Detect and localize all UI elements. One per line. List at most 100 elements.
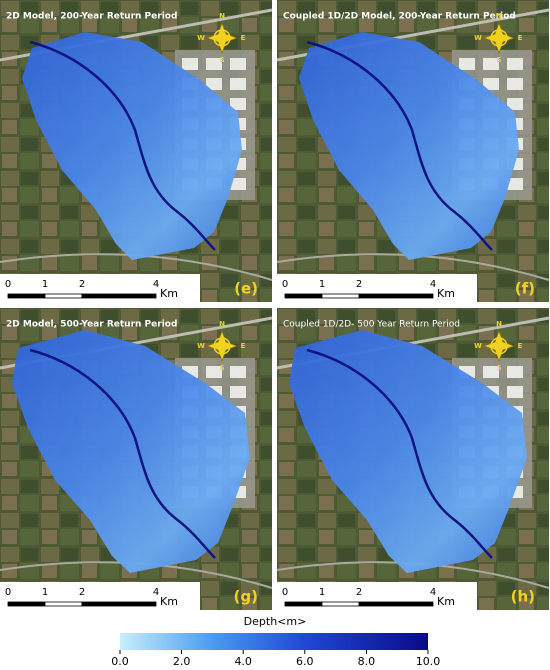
- compass-letter: N: [219, 12, 225, 20]
- flood-extent: [12, 330, 250, 573]
- scale-bar-unit: Km: [437, 287, 455, 300]
- map-panel: Coupled 1D/2D- 500 Year Return Period N E S…: [276, 308, 550, 610]
- scale-bar-label: 2: [79, 279, 85, 290]
- scale-bar-segment: [321, 601, 360, 607]
- panel-title: 2D Model, 500-Year Return Period: [6, 320, 177, 330]
- scale-bar-label: 4: [430, 279, 436, 290]
- panel-title: 2D Model, 200-Year Return Period: [6, 12, 177, 22]
- map-panel: Coupled 1D/2D Model, 200-Year Return Per…: [276, 0, 550, 302]
- scale-bar-label: 1: [42, 279, 48, 290]
- compass-ring: [213, 29, 231, 47]
- scale-bar-label: 0: [282, 587, 288, 598]
- colorbar-tick-label: 0.0: [111, 655, 129, 668]
- compass-letter: N: [219, 320, 225, 328]
- building: [206, 366, 222, 378]
- scale-bar-segment: [284, 601, 323, 607]
- scale-bar-segment: [358, 293, 434, 299]
- colorbar-tick-label: 8.0: [358, 655, 376, 668]
- compass-ring: [490, 29, 508, 47]
- scale-bar-label: 2: [356, 587, 362, 598]
- scale-bar-label: 2: [79, 587, 85, 598]
- compass: N E S W: [474, 320, 522, 372]
- building: [206, 58, 222, 70]
- flood-extent: [289, 330, 527, 573]
- colorbar-tick-label: 4.0: [234, 655, 252, 668]
- scale-bar-label: 1: [42, 587, 48, 598]
- compass-letter: N: [496, 12, 502, 20]
- building: [507, 98, 523, 110]
- building: [230, 78, 246, 90]
- panel-label: (h): [511, 588, 535, 606]
- compass: N E S W: [474, 12, 522, 64]
- building: [230, 178, 246, 190]
- building: [182, 58, 198, 70]
- scale-bar-segment: [44, 293, 83, 299]
- river: [29, 348, 216, 559]
- scale-bar-label: 0: [5, 587, 11, 598]
- scale-bar-segment: [358, 601, 434, 607]
- building: [230, 98, 246, 110]
- compass: N E S W: [197, 12, 245, 64]
- panel-label: (g): [234, 588, 258, 606]
- compass-letter: E: [241, 342, 246, 350]
- scale-bar-label: 0: [5, 279, 11, 290]
- compass-letter: W: [474, 34, 482, 42]
- scale-bar-segment: [7, 293, 46, 299]
- building: [507, 366, 523, 378]
- compass-letter: W: [197, 34, 205, 42]
- building: [230, 366, 246, 378]
- building: [230, 386, 246, 398]
- scale-bar-label: 2: [356, 279, 362, 290]
- panel-label: (f): [515, 280, 535, 298]
- compass-letter: S: [496, 56, 501, 64]
- compass-ring: [490, 337, 508, 355]
- compass-ring: [213, 337, 231, 355]
- panel-title: Coupled 1D/2D Model, 200-Year Return Per…: [283, 12, 516, 22]
- panel-title: Coupled 1D/2D- 500 Year Return Period: [283, 320, 460, 330]
- colorbar-tick-label: 6.0: [296, 655, 314, 668]
- building: [459, 58, 475, 70]
- compass-letter: N: [496, 320, 502, 328]
- scale-bar-label: 1: [319, 587, 325, 598]
- compass: N E S W: [197, 320, 245, 372]
- river: [306, 40, 493, 251]
- scale-bar-label: 4: [153, 587, 159, 598]
- building: [507, 58, 523, 70]
- scale-bar-segment: [44, 601, 83, 607]
- scale-bar-segment: [284, 293, 323, 299]
- colorbar-tick-label: 2.0: [173, 655, 191, 668]
- legend-title: Depth<m>: [244, 615, 307, 628]
- building: [507, 78, 523, 90]
- compass-letter: E: [518, 342, 523, 350]
- scale-bar-label: 1: [319, 279, 325, 290]
- compass-letter: S: [496, 364, 501, 372]
- building: [483, 78, 499, 90]
- building: [483, 366, 499, 378]
- flood-extent: [299, 32, 519, 260]
- scale-bar-label: 4: [153, 279, 159, 290]
- scale-bar-label: 0: [282, 279, 288, 290]
- flood-extent: [22, 32, 242, 260]
- scale-bar-segment: [81, 601, 157, 607]
- scale-bar-unit: Km: [437, 595, 455, 608]
- colorbar-tick-label: 10.0: [416, 655, 441, 668]
- panel-label: (e): [234, 280, 258, 298]
- river: [306, 348, 493, 559]
- compass-letter: W: [197, 342, 205, 350]
- scale-bar-segment: [81, 293, 157, 299]
- scale-bar-segment: [7, 601, 46, 607]
- building: [230, 58, 246, 70]
- scale-bar-unit: Km: [160, 595, 178, 608]
- building: [507, 178, 523, 190]
- building: [507, 386, 523, 398]
- compass-letter: S: [219, 56, 224, 64]
- scale-bar-segment: [321, 293, 360, 299]
- map-panel: 2D Model, 500-Year Return Period N E S W 0 1 2 4…: [0, 308, 273, 610]
- building: [206, 78, 222, 90]
- compass-letter: S: [219, 364, 224, 372]
- colorbar: [120, 633, 428, 650]
- compass-letter: W: [474, 342, 482, 350]
- compass-letter: E: [241, 34, 246, 42]
- building: [483, 58, 499, 70]
